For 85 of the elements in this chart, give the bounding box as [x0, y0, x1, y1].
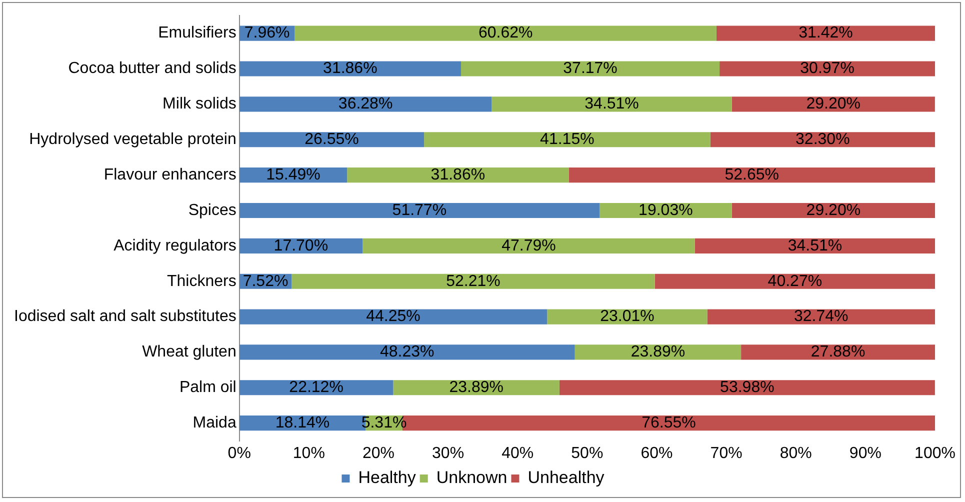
y-tick-label: Emulsifiers	[158, 24, 236, 42]
x-tick-label: 10%	[292, 444, 325, 462]
y-tick-label: Thickners	[166, 272, 236, 290]
bar	[294, 26, 716, 41]
bar	[347, 168, 569, 183]
bar	[239, 202, 600, 218]
bar	[292, 274, 655, 289]
bar	[710, 132, 935, 148]
bar	[654, 274, 935, 289]
data-label: 76.55%	[642, 414, 696, 432]
bar	[239, 132, 424, 148]
y-tick-label: Cocoa butter and solids	[68, 60, 236, 78]
data-label: 17.70%	[274, 237, 328, 254]
y-tick-label: Maida	[192, 414, 236, 432]
data-label: 22.12%	[289, 379, 344, 396]
y-tick-label: Palm oil	[179, 379, 236, 396]
bar	[741, 344, 935, 360]
data-label: 27.88%	[810, 344, 866, 361]
data-label: 48.23%	[380, 344, 434, 361]
x-tick-label: 90%	[849, 444, 882, 462]
data-label: 15.49%	[266, 166, 320, 184]
bar	[707, 309, 935, 324]
data-label: 26.55%	[304, 131, 359, 148]
data-label: 32.30%	[796, 131, 850, 148]
x-tick-label: 0%	[228, 444, 251, 462]
y-tick-label: Hydrolysed vegetable protein	[29, 131, 236, 148]
data-label: 52.21%	[446, 272, 500, 290]
data-label: 23.89%	[630, 344, 686, 361]
data-label: 47.79%	[502, 237, 556, 254]
bar	[239, 96, 492, 112]
bar	[716, 26, 935, 41]
data-label: 36.28%	[338, 96, 393, 113]
bar	[732, 202, 935, 218]
x-tick-label: 80%	[780, 444, 812, 462]
x-tick-label: 50%	[571, 444, 604, 462]
bar	[239, 309, 548, 324]
bar	[424, 132, 710, 148]
bar	[239, 61, 461, 76]
y-tick-label: Acidity regulators	[114, 237, 236, 254]
bar	[568, 168, 935, 183]
data-label: 30.97%	[800, 60, 854, 78]
data-label: 31.86%	[430, 166, 486, 184]
bar	[559, 380, 935, 396]
data-label: 41.15%	[540, 131, 594, 148]
legend-label: Unhealthy	[528, 468, 605, 488]
data-label: 19.03%	[638, 202, 693, 219]
x-tick-label: 70%	[710, 444, 742, 462]
data-label: 34.51%	[788, 237, 842, 254]
data-label: 40.27%	[768, 272, 822, 290]
bar	[694, 238, 935, 254]
data-label: 44.25%	[366, 308, 420, 326]
bar	[460, 61, 720, 76]
bar	[362, 238, 695, 254]
data-label: 7.96%	[244, 24, 290, 42]
data-label: 53.98%	[720, 379, 774, 396]
data-label: 34.51%	[584, 96, 639, 113]
data-label: 37.17%	[563, 60, 618, 78]
data-label: 18.14%	[275, 414, 330, 432]
bar	[732, 96, 935, 112]
data-label: 31.42%	[798, 24, 853, 42]
legend-label: Healthy	[358, 468, 416, 488]
y-tick-label: Milk solids	[162, 96, 236, 113]
x-tick-label: 40%	[502, 444, 534, 462]
data-label: 29.20%	[806, 202, 861, 219]
x-tick-label: 20%	[362, 444, 394, 462]
data-label: 60.62%	[478, 24, 533, 42]
legend-label: Unknown	[436, 468, 508, 488]
data-label: 51.77%	[392, 202, 447, 219]
y-tick-label: Spices	[188, 202, 236, 219]
data-label: 31.86%	[323, 60, 378, 78]
x-tick-label: 60%	[640, 444, 673, 462]
data-label: 7.52%	[242, 272, 288, 290]
y-tick-label: Iodised salt and salt substitutes	[14, 308, 236, 326]
data-label: 23.89%	[449, 379, 504, 396]
bar	[239, 344, 575, 360]
x-tick-label: 30%	[432, 444, 464, 462]
data-label: 29.20%	[806, 96, 860, 113]
data-label: 32.74%	[794, 308, 848, 326]
bar	[720, 61, 935, 76]
data-label: 23.01%	[600, 308, 654, 326]
bar	[492, 96, 732, 112]
data-label: 52.65%	[724, 166, 780, 184]
x-tick-label: 100%	[914, 444, 956, 462]
y-tick-label: Flavour enhancers	[104, 166, 236, 184]
y-tick-label: Wheat gluten	[142, 344, 236, 361]
